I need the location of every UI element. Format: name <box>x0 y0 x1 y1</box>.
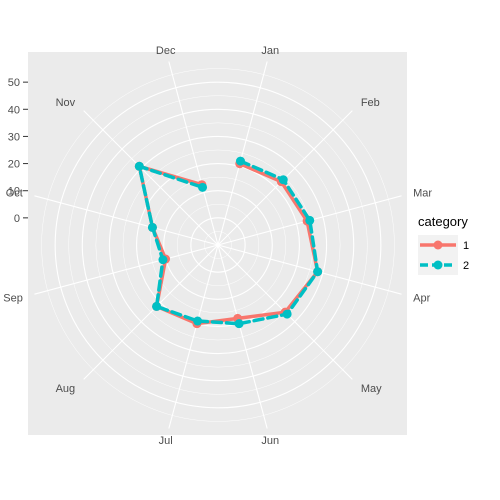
data-point <box>134 161 144 171</box>
month-labels: Jan Feb Mar Apr May Jun Jul Aug Sep Oct Nov Dec <box>3 45 432 447</box>
month-label: May <box>361 383 382 395</box>
month-label: Sep <box>3 292 23 304</box>
grid-circle <box>190 217 246 273</box>
month-label: Jul <box>159 435 173 447</box>
radial-tick-labels: 0 10 20 30 40 50 <box>8 77 28 225</box>
month-label: Oct <box>6 188 23 200</box>
data-point <box>313 267 323 277</box>
grid-spoke <box>83 244 219 380</box>
data-point <box>282 309 292 319</box>
legend-label: 1 <box>463 240 469 252</box>
legend-label: 2 <box>463 260 469 272</box>
radial-tick-label: 0 <box>14 213 20 225</box>
data-point <box>278 175 288 185</box>
grid-spoke <box>168 244 219 429</box>
month-label: Jun <box>261 435 279 447</box>
grid-circle <box>204 231 232 259</box>
month-label: Mar <box>413 188 432 200</box>
grid-spoke <box>217 244 268 429</box>
radial-tick-label: 10 <box>8 186 20 198</box>
data-point <box>198 182 208 192</box>
data-point <box>305 215 315 225</box>
grid-spoke <box>168 61 219 246</box>
data-point <box>152 301 162 311</box>
grid-circle <box>54 81 382 409</box>
month-label: Apr <box>413 292 430 304</box>
radial-tick-label: 20 <box>8 159 20 171</box>
grid-circle <box>95 122 341 368</box>
grid-circle <box>108 135 328 355</box>
grid-spoke <box>217 61 268 246</box>
data-point <box>234 319 244 329</box>
radial-tick-label: 30 <box>8 131 20 143</box>
month-label: Nov <box>56 97 76 109</box>
legend: category 1 2 <box>418 214 469 275</box>
data-point <box>147 222 157 232</box>
grid-circle <box>81 108 355 382</box>
data-point <box>235 156 245 166</box>
series <box>134 156 323 329</box>
grid-spoke <box>217 244 402 295</box>
grid-circle <box>177 204 259 286</box>
data-point <box>193 316 203 326</box>
month-label: Jan <box>261 45 279 57</box>
grid-spoke <box>83 110 219 246</box>
legend-key-point <box>433 260 443 270</box>
grid-circle <box>149 176 287 314</box>
series-line-2 <box>137 159 320 326</box>
legend-title: category <box>418 214 468 229</box>
grid-circle <box>163 190 273 300</box>
month-label: Feb <box>361 97 380 109</box>
month-label: Dec <box>156 45 176 57</box>
data-point <box>158 255 168 265</box>
legend-key-point <box>433 240 443 250</box>
grid-spoke <box>34 195 219 246</box>
month-label: Aug <box>56 383 76 395</box>
radial-tick-label: 50 <box>8 77 20 89</box>
grid-circle <box>68 95 368 395</box>
grid-circle <box>136 163 300 327</box>
radial-tick-label: 40 <box>8 104 20 116</box>
grid-spoke <box>34 244 219 295</box>
grid-circle <box>41 68 395 422</box>
